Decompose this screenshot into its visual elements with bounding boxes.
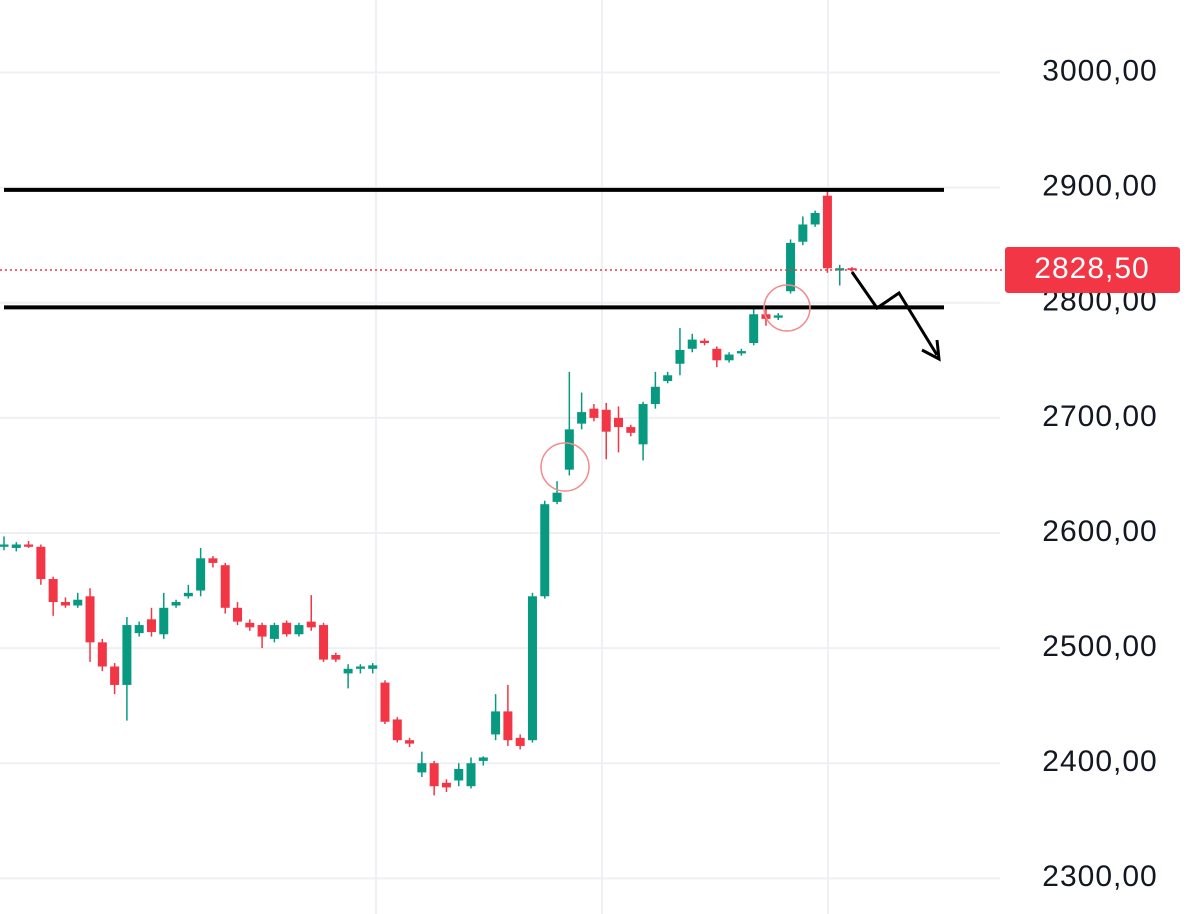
candle-body <box>171 602 181 606</box>
candle-body <box>73 599 83 606</box>
candle-body <box>663 375 673 382</box>
candle-body <box>60 602 70 606</box>
candle-body <box>257 625 267 637</box>
y-tick-label: 2900,00 <box>1042 170 1157 203</box>
candle-body <box>564 429 574 470</box>
candle-body <box>527 596 537 741</box>
candle-body <box>638 404 648 445</box>
candle-body <box>146 619 156 632</box>
highlight-circle <box>763 284 811 332</box>
candle-body <box>822 195 832 269</box>
y-tick-label: 2300,00 <box>1042 860 1157 893</box>
candle-body <box>786 242 796 292</box>
candle-body <box>282 622 292 635</box>
candle-body <box>319 625 329 660</box>
candle-body <box>417 763 427 773</box>
candle-body <box>97 642 107 667</box>
candle-body <box>540 504 550 597</box>
candle-body <box>687 339 697 349</box>
candle-body <box>749 314 759 344</box>
candle-body <box>724 354 734 361</box>
candle-body <box>466 763 476 787</box>
candle-body <box>454 768 464 781</box>
y-tick-label: 2700,00 <box>1042 400 1157 433</box>
candle-body <box>405 740 415 744</box>
candle-body <box>245 622 255 628</box>
candle-body <box>208 558 218 563</box>
last-price-box <box>1005 246 1180 293</box>
candle-body <box>847 268 857 270</box>
arrow-head <box>921 339 941 362</box>
candle-body <box>122 625 132 685</box>
candle-body <box>626 427 636 433</box>
highlight-circle <box>540 442 590 492</box>
candle-body <box>552 492 562 502</box>
candle-body <box>343 668 353 674</box>
candle-body <box>196 558 206 591</box>
candle-body <box>601 409 611 432</box>
last-price-label: 2828,50 <box>1034 252 1149 285</box>
candle-body <box>294 625 304 635</box>
candle-body <box>355 666 365 669</box>
candle-body <box>429 763 439 787</box>
y-tick-label: 3000,00 <box>1042 54 1157 87</box>
overlays <box>0 187 1005 310</box>
candle-body <box>700 340 710 344</box>
candle-body <box>48 579 58 603</box>
candle-body <box>478 757 488 761</box>
y-tick-label: 2500,00 <box>1042 630 1157 663</box>
candle-body <box>269 625 279 639</box>
candle-body <box>36 546 46 580</box>
candle-body <box>306 621 316 628</box>
candle-body <box>159 607 169 635</box>
candle-body <box>380 682 390 722</box>
grid <box>0 71 1000 880</box>
candle-body <box>134 625 144 634</box>
candle-body <box>11 544 21 548</box>
candle-body <box>368 665 378 669</box>
candle-body <box>736 351 746 354</box>
candle-body <box>331 654 341 660</box>
y-tick-label: 2400,00 <box>1042 745 1157 778</box>
candle-body <box>183 592 193 597</box>
candle-body <box>392 719 402 741</box>
candle-body <box>675 349 685 364</box>
candle-body <box>614 417 623 428</box>
candle-body <box>577 412 587 424</box>
candle-body <box>441 782 451 788</box>
time-grid <box>375 0 829 914</box>
candle-body <box>503 711 513 741</box>
candle-body <box>810 212 820 225</box>
candle-body <box>589 408 599 418</box>
y-tick-label: 2600,00 <box>1042 515 1157 548</box>
candle-body <box>835 268 845 271</box>
candle-body <box>220 565 230 608</box>
candle-body <box>110 666 120 685</box>
candle-body <box>712 348 722 361</box>
candle-body <box>773 315 783 318</box>
candle-body <box>0 544 9 547</box>
candle-body <box>24 544 34 547</box>
candle-body <box>85 596 95 643</box>
candles <box>0 191 857 796</box>
candle-body <box>650 386 660 405</box>
candle-body <box>491 711 501 735</box>
candle-body <box>798 224 808 242</box>
candle-body <box>233 607 243 622</box>
candle-body <box>515 737 525 746</box>
forecast-arrow <box>850 271 939 356</box>
